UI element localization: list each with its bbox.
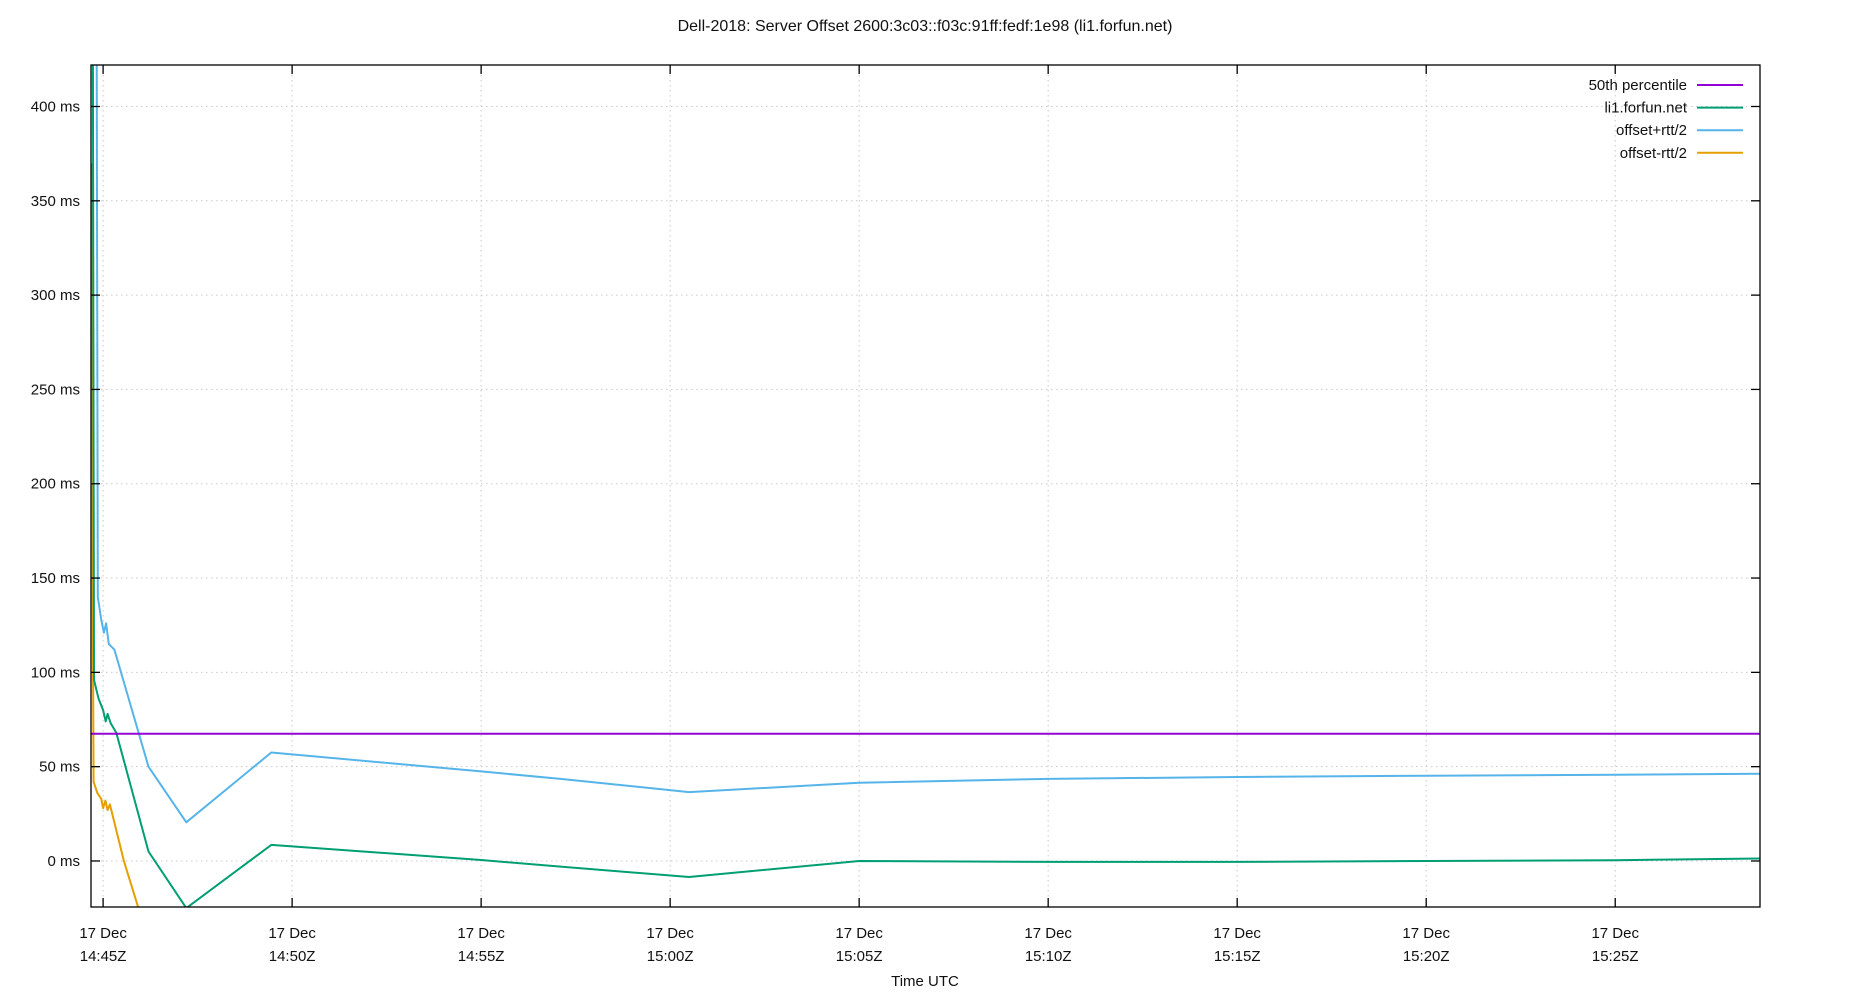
y-tick-label: 150 ms <box>31 570 80 587</box>
y-tick-label: 100 ms <box>31 664 80 681</box>
legend-label: offset+rtt/2 <box>1616 122 1687 139</box>
x-tick-label-date: 17 Dec <box>646 925 694 942</box>
x-tick-label-date: 17 Dec <box>1591 925 1639 942</box>
series-line-offset-rtt-2 <box>95 65 1760 824</box>
y-tick-label: 350 ms <box>31 193 80 210</box>
legend-label: li1.forfun.net <box>1604 100 1687 117</box>
x-tick-label-date: 17 Dec <box>835 925 883 942</box>
legend-label: 50th percentile <box>1589 77 1687 94</box>
y-tick-label: 250 ms <box>31 381 80 398</box>
x-tick-label-time: 14:45Z <box>80 948 127 965</box>
x-axis-title: Time UTC <box>891 973 959 990</box>
tick-marks <box>91 65 1760 907</box>
x-tick-label-time: 14:55Z <box>458 948 505 965</box>
y-tick-label: 400 ms <box>31 98 80 115</box>
y-tick-label: 300 ms <box>31 287 80 304</box>
series-lines <box>91 65 1760 907</box>
series-line-offset-rtt-2 <box>91 163 140 907</box>
x-tick-label-time: 15:15Z <box>1214 948 1261 965</box>
chart-title: Dell-2018: Server Offset 2600:3c03::f03c… <box>677 18 1173 35</box>
y-tick-label: 50 ms <box>39 759 80 776</box>
x-tick-label-time: 15:10Z <box>1025 948 1072 965</box>
plot-border <box>90 64 1761 908</box>
x-tick-label-date: 17 Dec <box>1402 925 1450 942</box>
legend-label: offset-rtt/2 <box>1620 145 1687 162</box>
x-tick-label-date: 17 Dec <box>457 925 505 942</box>
x-tick-label-date: 17 Dec <box>268 925 316 942</box>
x-tick-label-time: 15:05Z <box>836 948 883 965</box>
grid <box>91 65 1760 907</box>
legend: 50th percentile li1.forfun.net offset+rtt/… <box>1589 77 1743 162</box>
x-tick-label-time: 15:25Z <box>1592 948 1639 965</box>
x-tick-label-date: 17 Dec <box>79 925 127 942</box>
x-tick-label-time: 15:00Z <box>647 948 694 965</box>
y-tick-label: 0 ms <box>47 853 80 870</box>
x-tick-label-time: 15:20Z <box>1403 948 1450 965</box>
series-line-li1-forfun-net <box>91 65 1760 907</box>
x-tick-label-date: 17 Dec <box>1213 925 1261 942</box>
x-tick-label-time: 14:50Z <box>269 948 316 965</box>
y-tick-label: 200 ms <box>31 476 80 493</box>
x-tick-label-date: 17 Dec <box>1024 925 1072 942</box>
